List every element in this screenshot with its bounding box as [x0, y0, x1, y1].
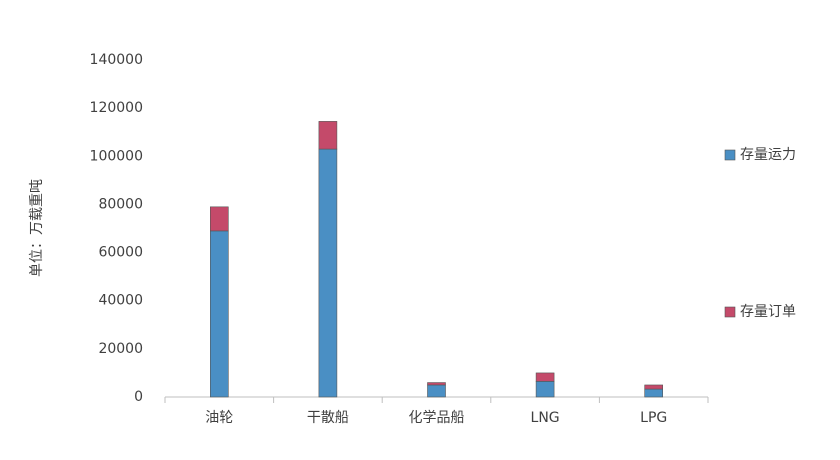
legend-swatch: [724, 149, 736, 161]
y-tick-label: 120000: [90, 100, 143, 116]
legend-swatch: [724, 306, 736, 318]
legend-label: 存量运力: [740, 147, 796, 163]
y-tick-label: 0: [134, 389, 143, 405]
bar-segment: [535, 372, 555, 382]
y-tick-label: 100000: [90, 148, 143, 164]
y-axis-label: 单位：万载重吨: [29, 179, 45, 277]
bar-segment: [644, 384, 664, 390]
x-tick-label: LNG: [531, 410, 560, 426]
bar-segment: [210, 206, 229, 232]
y-tick-label: 20000: [98, 341, 143, 357]
bar-segment: [318, 148, 338, 398]
bar-segment: [427, 384, 446, 398]
bar-segment: [318, 121, 338, 150]
bar-segment: [535, 381, 555, 398]
y-tick-label: 40000: [98, 293, 143, 309]
y-tick-label: 60000: [98, 245, 143, 261]
y-tick-label: 80000: [98, 196, 143, 212]
bar-segment: [644, 388, 664, 398]
x-tick-label: 干散船: [307, 410, 349, 426]
bar-segment: [210, 230, 229, 398]
y-tick-label: 140000: [90, 52, 143, 68]
x-tick-label: 油轮: [205, 410, 233, 426]
bar-segment: [427, 382, 446, 386]
x-tick-label: 化学品船: [409, 410, 465, 426]
x-tick-label: LPG: [640, 410, 667, 426]
legend-label: 存量订单: [740, 304, 796, 320]
